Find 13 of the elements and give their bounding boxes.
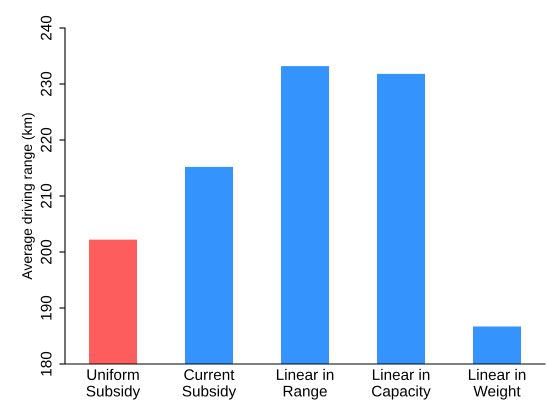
x-tick-label: Linear in Capacity — [372, 368, 431, 400]
y-tick-label: 210 — [40, 184, 52, 208]
y-tick-label: 180 — [40, 352, 52, 376]
x-tick-label: Uniform Subsidy — [86, 368, 140, 400]
y-tick-label: 230 — [40, 72, 52, 96]
x-tick-label: Linear in Weight — [468, 368, 526, 400]
y-tick-label: 190 — [40, 296, 52, 320]
y-tick-label: 220 — [40, 128, 52, 152]
y-tick-label: 240 — [40, 16, 52, 40]
y-axis-title: Average driving range (km) — [22, 113, 35, 280]
x-tick-label: Current Subsidy — [182, 369, 236, 400]
x-tick-label: Linear in Range — [276, 368, 334, 400]
y-tick-label: 200 — [40, 240, 52, 264]
